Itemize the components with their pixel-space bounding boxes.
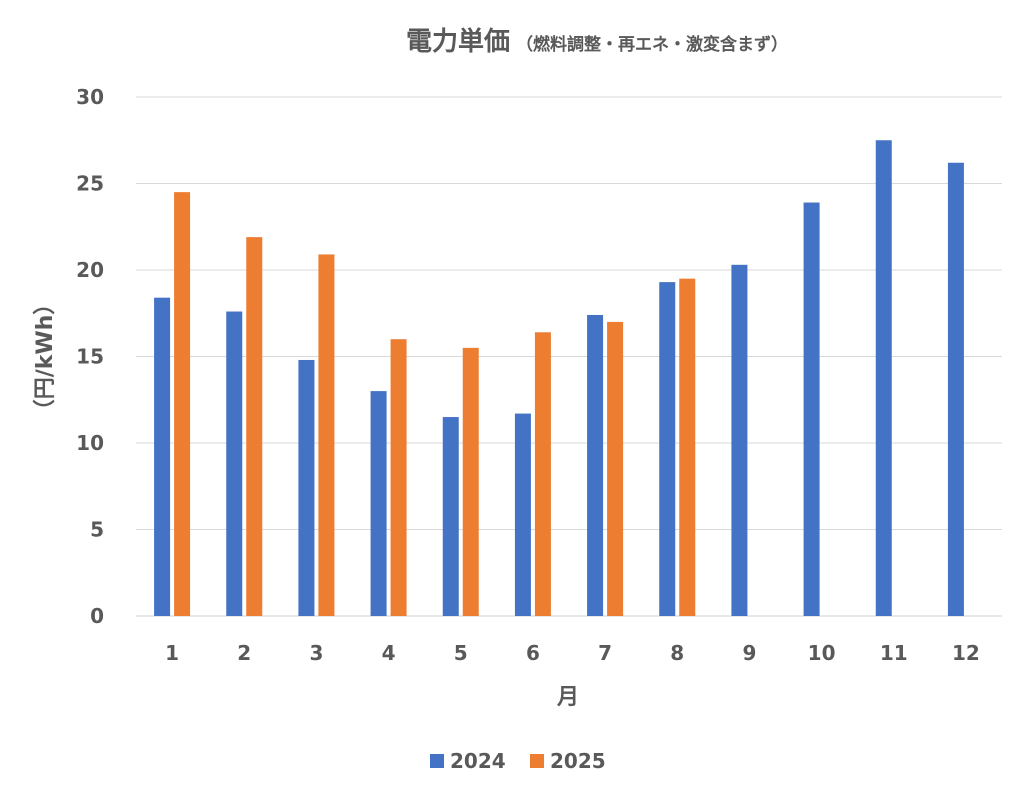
bar-2024-10 [803, 202, 820, 616]
y-tick-label: 20 [76, 258, 104, 282]
x-tick-label: 5 [454, 641, 468, 665]
legend-label-2024: 2024 [450, 749, 506, 773]
bar-2024-2 [226, 311, 243, 616]
x-tick-label: 7 [598, 641, 612, 665]
y-tick-label: 15 [76, 345, 104, 369]
bar-2025-3 [318, 254, 335, 616]
bar-2025-2 [246, 237, 263, 616]
bar-2024-8 [659, 282, 676, 616]
x-tick-label: 6 [526, 641, 540, 665]
y-tick-label: 5 [90, 518, 104, 542]
bar-2025-8 [679, 278, 696, 616]
x-tick-label: 1 [165, 641, 179, 665]
x-tick-label: 9 [742, 641, 756, 665]
bar-2025-1 [174, 192, 191, 616]
x-tick-label: 12 [952, 641, 980, 665]
y-tick-label: 30 [76, 85, 104, 109]
bar-2024-7 [587, 314, 604, 616]
chart-title: 電力単価 [406, 27, 510, 57]
bar-2024-9 [731, 264, 748, 616]
bar-2024-5 [442, 417, 459, 616]
bar-2024-12 [947, 162, 964, 617]
y-tick-label: 25 [76, 172, 104, 196]
y-tick-label: 10 [76, 431, 104, 455]
bar-2025-7 [607, 321, 624, 616]
bar-2025-6 [534, 332, 551, 616]
bar-2025-5 [462, 347, 479, 616]
bar-2024-1 [154, 297, 171, 616]
y-axis-ticks: 0 5 10 15 20 25 30 [76, 85, 104, 628]
x-tick-label: 4 [382, 641, 396, 665]
y-tick-label: 0 [90, 604, 104, 628]
y-axis-title: （円/kWh） [33, 293, 58, 422]
legend-label-2025: 2025 [550, 749, 606, 773]
bar-2024-6 [514, 413, 531, 616]
legend-swatch-2024 [430, 754, 444, 768]
x-tick-label: 10 [808, 641, 836, 665]
bar-2024-4 [370, 391, 387, 616]
bars [154, 140, 964, 617]
x-axis-title: 月 [556, 685, 579, 710]
x-tick-label: 8 [670, 641, 684, 665]
x-tick-label: 2 [237, 641, 251, 665]
gridlines [136, 96, 1002, 617]
x-axis-ticks: 1 2 3 4 5 6 7 8 9 10 11 12 [165, 641, 980, 665]
legend: 2024 2025 [430, 749, 606, 773]
bar-2024-11 [875, 140, 892, 616]
bar-2024-3 [298, 359, 315, 616]
legend-swatch-2025 [530, 754, 544, 768]
bar-2025-4 [390, 339, 407, 616]
x-tick-label: 3 [309, 641, 323, 665]
chart-subtitle: （燃料調整・再エネ・激変含まず） [516, 34, 788, 55]
x-tick-label: 11 [880, 641, 908, 665]
